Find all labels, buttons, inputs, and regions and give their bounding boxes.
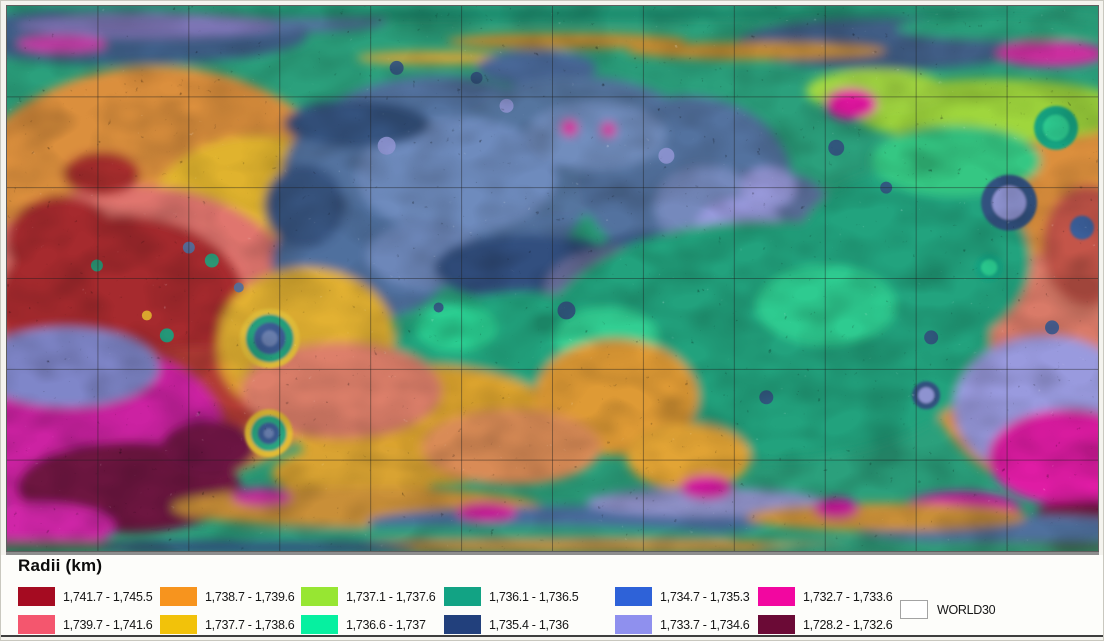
color-swatch xyxy=(18,615,55,634)
world30-item: WORLD30 xyxy=(900,600,1050,619)
legend-item-label: 1,738.7 - 1,739.6 xyxy=(205,589,295,604)
legend-item: 1,728.2 - 1,732.6 xyxy=(758,614,900,635)
legend-item: 1,741.7 - 1,745.5 xyxy=(18,586,160,607)
legend-column-5: 1,734.7 - 1,735.3 1,733.7 - 1,734.6 xyxy=(615,586,758,640)
legend-item-label: 1,733.7 - 1,734.6 xyxy=(660,617,750,632)
color-swatch xyxy=(18,587,55,606)
legend-item-label: 1,734.7 - 1,735.3 xyxy=(660,589,750,604)
moon-radii-map xyxy=(6,5,1099,552)
legend-item: 1,732.7 - 1,733.6 xyxy=(758,586,900,607)
figure-bottom-border xyxy=(1,635,1103,637)
legend-column-1: 1,741.7 - 1,745.5 1,739.7 - 1,741.6 xyxy=(18,586,160,640)
color-swatch xyxy=(301,615,338,634)
legend-column-2: 1,738.7 - 1,739.6 1,737.7 - 1,738.6 xyxy=(160,586,301,640)
legend-item-label: 1,736.1 - 1,736.5 xyxy=(489,589,579,604)
legend-columns: 1,741.7 - 1,745.5 1,739.7 - 1,741.6 1,73… xyxy=(18,586,1050,640)
legend-column-world30: WORLD30 xyxy=(900,586,1050,619)
color-swatch xyxy=(615,615,652,634)
legend-item-label: 1,735.4 - 1,736 xyxy=(489,617,569,632)
color-swatch xyxy=(758,587,795,606)
color-swatch xyxy=(160,587,197,606)
world30-swatch xyxy=(900,600,928,619)
color-swatch xyxy=(758,615,795,634)
legend-column-6: 1,732.7 - 1,733.6 1,728.2 - 1,732.6 xyxy=(758,586,900,640)
color-swatch xyxy=(444,615,481,634)
legend-item-label: 1,737.1 - 1,737.6 xyxy=(346,589,436,604)
legend-item: 1,735.4 - 1,736 xyxy=(444,614,615,635)
map-graticule xyxy=(7,6,1098,551)
legend-item: 1,733.7 - 1,734.6 xyxy=(615,614,758,635)
map-frame-strip xyxy=(6,552,1099,555)
color-swatch xyxy=(301,587,338,606)
legend-item-label: 1,732.7 - 1,733.6 xyxy=(803,589,893,604)
moon-radii-map-graphic xyxy=(7,6,1098,551)
legend-title: Radii (km) xyxy=(18,556,103,575)
legend-item-label: 1,736.6 - 1,737 xyxy=(346,617,426,632)
world30-label: WORLD30 xyxy=(937,602,996,617)
legend-item: 1,736.6 - 1,737 xyxy=(301,614,444,635)
color-swatch xyxy=(615,587,652,606)
legend-item: 1,739.7 - 1,741.6 xyxy=(18,614,160,635)
legend-item-label: 1,737.7 - 1,738.6 xyxy=(205,617,295,632)
legend-column-3: 1,737.1 - 1,737.6 1,736.6 - 1,737 xyxy=(301,586,444,640)
legend-item-label: 1,741.7 - 1,745.5 xyxy=(63,589,153,604)
legend-item: 1,734.7 - 1,735.3 xyxy=(615,586,758,607)
color-swatch xyxy=(444,587,481,606)
legend-item: 1,737.1 - 1,737.6 xyxy=(301,586,444,607)
legend-item-label: 1,739.7 - 1,741.6 xyxy=(63,617,153,632)
legend-panel: Radii (km) 1,741.7 - 1,745.5 1,739.7 - 1… xyxy=(1,555,1103,635)
legend-item: 1,737.7 - 1,738.6 xyxy=(160,614,301,635)
legend-item-label: 1,728.2 - 1,732.6 xyxy=(803,617,893,632)
legend-item: 1,738.7 - 1,739.6 xyxy=(160,586,301,607)
color-swatch xyxy=(160,615,197,634)
legend-item: 1,736.1 - 1,736.5 xyxy=(444,586,615,607)
map-texture xyxy=(7,6,1098,551)
legend-column-4: 1,736.1 - 1,736.5 1,735.4 - 1,736 xyxy=(444,586,615,640)
